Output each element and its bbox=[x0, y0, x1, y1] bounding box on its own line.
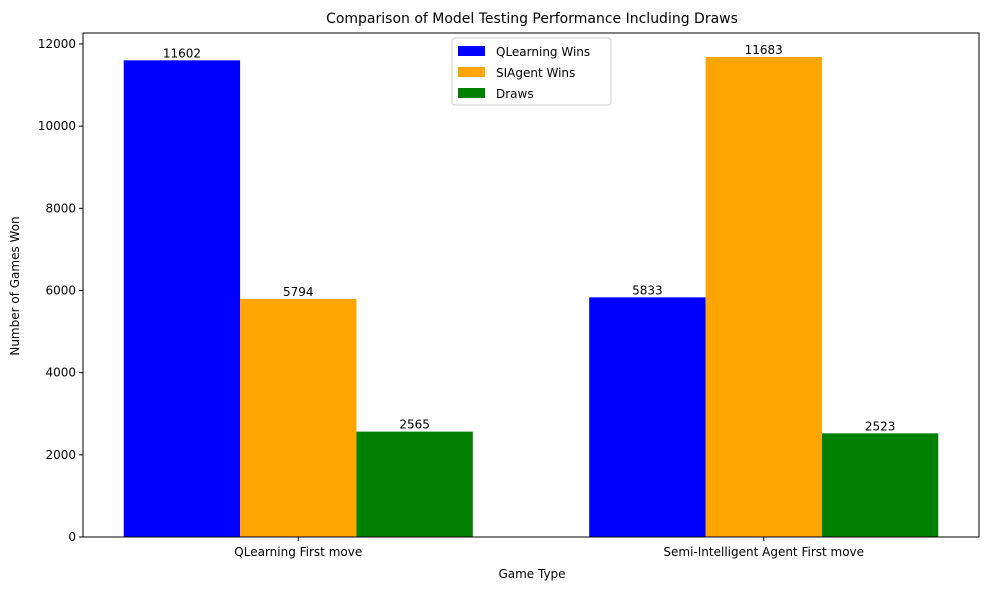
x-axis: QLearning First move Semi-Intelligent Age… bbox=[234, 537, 864, 559]
data-labels-layer: 11602 5833 5794 11683 2565 2523 bbox=[163, 43, 896, 433]
plot-frame bbox=[82, 32, 980, 538]
legend-swatch bbox=[458, 88, 485, 98]
bar-siagent-wins-1 bbox=[240, 298, 357, 537]
y-tick-label: 4000 bbox=[45, 366, 76, 380]
data-label: 5794 bbox=[283, 285, 314, 299]
legend-label: Draws bbox=[496, 87, 534, 101]
y-tick-label: 0 bbox=[68, 530, 76, 544]
y-tick-label: 8000 bbox=[45, 201, 76, 215]
bar-draws-1 bbox=[356, 431, 473, 537]
bar-draws-2 bbox=[821, 433, 939, 537]
y-tick-label: 12000 bbox=[38, 37, 76, 51]
data-label: 11683 bbox=[745, 43, 783, 57]
bar-qlearning-wins-1 bbox=[123, 60, 241, 537]
legend-label: SIAgent Wins bbox=[496, 66, 575, 80]
legend-swatch bbox=[458, 67, 485, 77]
bar-siagent-wins-2 bbox=[705, 56, 822, 537]
legend-label: QLearning Wins bbox=[496, 45, 590, 59]
data-label: 2523 bbox=[865, 419, 896, 433]
y-tick-label: 10000 bbox=[38, 119, 76, 133]
bar-qlearning-wins-2 bbox=[589, 297, 706, 537]
y-axis-label: Number of Games Won bbox=[8, 216, 22, 355]
x-tick-label: QLearning First move bbox=[234, 545, 362, 559]
y-axis: 0 2000 4000 6000 8000 10000 12000 bbox=[38, 37, 83, 544]
legend: QLearning Wins SIAgent Wins Draws bbox=[451, 37, 612, 106]
chart-title: Comparison of Model Testing Performance … bbox=[326, 11, 738, 27]
legend-swatch bbox=[458, 46, 485, 56]
data-label: 5833 bbox=[632, 283, 663, 297]
y-tick-label: 6000 bbox=[45, 283, 76, 297]
data-label: 2565 bbox=[399, 418, 430, 432]
y-tick-label: 2000 bbox=[45, 448, 76, 462]
x-axis-label: Game Type bbox=[498, 567, 565, 581]
data-label: 11602 bbox=[163, 46, 201, 60]
bars-layer bbox=[123, 56, 939, 537]
legend-box bbox=[451, 37, 612, 106]
x-tick-label: Semi-Intelligent Agent First move bbox=[663, 545, 864, 559]
